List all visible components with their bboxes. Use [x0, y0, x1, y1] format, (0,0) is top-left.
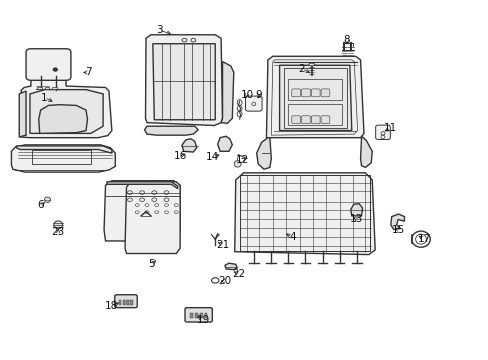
FancyBboxPatch shape	[115, 295, 137, 308]
Polygon shape	[144, 126, 198, 135]
Text: 1: 1	[41, 93, 48, 103]
Polygon shape	[350, 204, 362, 216]
Ellipse shape	[308, 63, 314, 66]
Bar	[122, 301, 125, 305]
Polygon shape	[11, 145, 115, 172]
FancyBboxPatch shape	[301, 89, 310, 97]
Bar	[284, 68, 346, 128]
FancyBboxPatch shape	[311, 116, 320, 124]
Text: 2: 2	[298, 64, 305, 74]
Text: 21: 21	[216, 239, 229, 249]
Polygon shape	[217, 136, 232, 151]
FancyBboxPatch shape	[245, 96, 262, 111]
Polygon shape	[266, 56, 363, 138]
Text: 15: 15	[391, 225, 405, 235]
Polygon shape	[279, 65, 351, 131]
Bar	[239, 175, 369, 251]
Bar	[119, 301, 121, 305]
Polygon shape	[104, 181, 180, 241]
Polygon shape	[390, 214, 404, 229]
Polygon shape	[182, 139, 196, 152]
Bar	[288, 79, 341, 100]
Text: 14: 14	[206, 152, 219, 162]
Polygon shape	[234, 173, 374, 255]
FancyBboxPatch shape	[321, 89, 329, 97]
Text: 16: 16	[173, 150, 186, 161]
Text: 23: 23	[52, 227, 65, 237]
Text: 3: 3	[156, 25, 162, 35]
Text: 19: 19	[196, 315, 209, 325]
Polygon shape	[125, 182, 180, 253]
Text: 5: 5	[148, 259, 155, 269]
Polygon shape	[19, 91, 26, 137]
Text: 10: 10	[240, 90, 253, 100]
Text: 11: 11	[384, 123, 397, 133]
Text: 17: 17	[416, 234, 430, 244]
Polygon shape	[39, 105, 87, 134]
Text: 12: 12	[235, 155, 248, 165]
Polygon shape	[16, 146, 112, 153]
Bar	[189, 314, 192, 319]
Bar	[130, 301, 133, 305]
Polygon shape	[221, 62, 233, 123]
Bar	[52, 87, 57, 89]
Polygon shape	[256, 138, 271, 169]
Text: 4: 4	[288, 232, 295, 242]
Ellipse shape	[54, 221, 62, 229]
Text: 22: 22	[231, 269, 245, 279]
Polygon shape	[30, 90, 103, 134]
Ellipse shape	[44, 197, 50, 202]
FancyBboxPatch shape	[291, 116, 300, 124]
Bar	[199, 314, 202, 319]
Polygon shape	[360, 137, 371, 167]
Text: 8: 8	[343, 35, 349, 45]
Bar	[37, 87, 42, 89]
Bar	[32, 150, 91, 164]
Text: 18: 18	[105, 301, 118, 311]
FancyBboxPatch shape	[311, 89, 320, 97]
FancyBboxPatch shape	[26, 49, 71, 80]
Ellipse shape	[53, 68, 57, 71]
Bar	[126, 301, 129, 305]
Polygon shape	[107, 182, 177, 189]
Polygon shape	[224, 263, 237, 270]
FancyBboxPatch shape	[321, 116, 329, 124]
FancyBboxPatch shape	[301, 116, 310, 124]
FancyBboxPatch shape	[184, 308, 212, 322]
Polygon shape	[153, 44, 215, 120]
Bar	[204, 314, 207, 319]
Text: 7: 7	[85, 67, 92, 77]
Bar	[288, 104, 341, 126]
Bar	[44, 87, 49, 89]
Text: 20: 20	[218, 276, 231, 286]
Polygon shape	[145, 35, 222, 126]
FancyBboxPatch shape	[375, 125, 389, 139]
Text: 13: 13	[349, 215, 363, 224]
Ellipse shape	[234, 161, 241, 167]
Text: 6: 6	[37, 200, 44, 210]
Text: 9: 9	[255, 90, 262, 100]
FancyBboxPatch shape	[291, 89, 300, 97]
Polygon shape	[20, 76, 112, 138]
Bar	[194, 314, 197, 319]
